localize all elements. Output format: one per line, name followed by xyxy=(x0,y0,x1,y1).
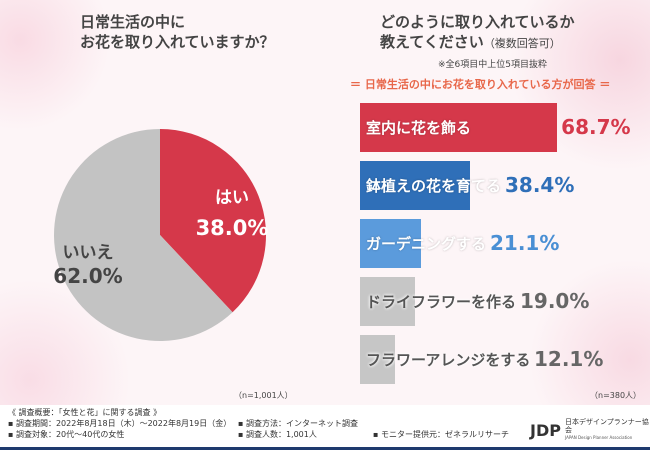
background xyxy=(0,0,650,405)
footer-count: ▪ 調査人数：1,001人 xyxy=(238,430,317,439)
bar-value: 19.0% xyxy=(520,289,590,313)
note: ※全6項目中上位5項目抜粋 xyxy=(438,60,547,70)
bar-value: 38.4% xyxy=(505,173,575,197)
bar-label: 室内に花を飾る xyxy=(366,119,472,137)
bar-0 xyxy=(360,103,558,152)
footer-method: ▪ 調査方法：インターネット調査 xyxy=(238,419,358,428)
bar-sample-size: （n=380人） xyxy=(590,391,642,400)
footer-heading: 《 調査概要：「女性と花」に関する調査 》 xyxy=(8,408,162,417)
pie-title-line1: 日常生活の中に xyxy=(80,13,186,31)
bar-2 xyxy=(360,219,421,268)
bar-label: フラワーアレンジをする xyxy=(366,351,531,369)
pie-value-yes: 38.0% xyxy=(196,216,269,240)
bar-value: 68.7% xyxy=(561,115,631,139)
bar-value: 12.1% xyxy=(534,347,604,371)
pie-title: 日常生活の中にお花を取り入れていますか？ xyxy=(80,12,275,52)
footer-line xyxy=(0,447,650,450)
pie-label-yes: はい xyxy=(215,188,249,208)
footer-monitor: ▪ モニター提供元：ゼネラルリサーチ xyxy=(373,430,509,439)
logo-english: JAPAN Design Planner Association xyxy=(564,435,633,440)
bar-value: 21.1% xyxy=(490,231,560,255)
bar-3 xyxy=(360,277,415,326)
jdp-logo: JDP 日本デザインプランナー協会 JAPAN Design Planner As… xyxy=(530,418,650,442)
footer-period: ▪ 調査期間：2022年8月18日（木）～2022年8月19日（金） xyxy=(8,419,232,428)
pie-chart: はい 38.0% いいえ 62.0% xyxy=(53,129,269,342)
logo-name: 日本デザインプランナー協会 xyxy=(564,418,649,434)
pie-slice-yes xyxy=(160,129,266,313)
bar-title-suffix: （複数回答可） xyxy=(483,37,561,50)
pie-slice-no xyxy=(53,129,233,342)
footer-target: ▪ 調査対象：20代～40代の女性 xyxy=(8,430,125,439)
bar-label: ドライフラワーを作る xyxy=(366,293,517,311)
bar-label: 鉢植えの花を育てる xyxy=(366,177,502,195)
logo-mark: JDP xyxy=(530,420,561,440)
bar-1 xyxy=(360,161,471,210)
bar-label: ガーデニングする xyxy=(366,235,487,253)
pie-title-line2: お花を取り入れていますか？ xyxy=(80,33,275,51)
pie-label-no: いいえ xyxy=(63,243,114,263)
survey-footer: 《 調査概要：「女性と花」に関する調査 》 ▪ 調査期間：2022年8月18日（… xyxy=(8,407,509,440)
bar-title-line2: 教えてください xyxy=(380,33,484,51)
pie-sample-size: （n=1,001人） xyxy=(234,391,293,400)
pie-value-no: 62.0% xyxy=(53,264,122,288)
bar-title-line1: どのように取り入れているか xyxy=(380,13,575,31)
bar-subtitle: ＝ 日常生活の中にお花を取り入れている方が回答 ＝ xyxy=(350,78,611,91)
bar-4 xyxy=(360,335,395,384)
bar-title: どのように取り入れているか 教えてください（複数回答可） xyxy=(380,12,575,54)
